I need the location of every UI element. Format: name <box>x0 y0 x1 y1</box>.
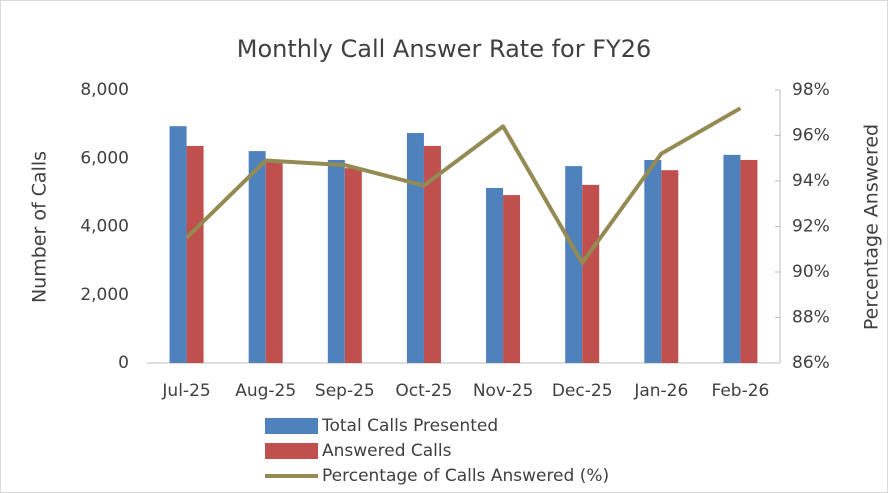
legend-swatch <box>265 418 318 434</box>
y2-tick-label: 90% <box>792 262 830 282</box>
legend-label: Answered Calls <box>322 441 452 461</box>
y2-tick-label: 88% <box>792 308 830 328</box>
bar <box>344 168 362 363</box>
legend-label: Percentage of Calls Answered (%) <box>322 466 609 486</box>
legend-swatch <box>265 443 318 459</box>
x-tick-label: Oct-25 <box>395 381 452 401</box>
x-tick-label: Nov-25 <box>473 381 534 401</box>
y-tick-label: 0 <box>118 353 129 373</box>
x-tick-label: Sep-25 <box>315 381 375 401</box>
bar <box>503 195 521 363</box>
y2-tick-label: 94% <box>792 171 830 191</box>
x-tick-label: Dec-25 <box>552 381 613 401</box>
line-series <box>185 106 742 265</box>
y-tick-label: 6,000 <box>80 148 129 168</box>
bar <box>644 159 662 363</box>
x-tick-label: Jul-25 <box>161 381 210 401</box>
y-tick-label: 8,000 <box>80 80 129 100</box>
bar <box>265 159 283 363</box>
bar <box>169 126 187 363</box>
y2-tick-label: 92% <box>792 217 830 237</box>
x-tick-label: Feb-26 <box>712 381 770 401</box>
bar <box>186 145 204 363</box>
legend-label: Total Calls Presented <box>321 416 498 436</box>
chart-title: Monthly Call Answer Rate for FY26 <box>237 35 651 63</box>
bar <box>486 187 504 363</box>
bar <box>723 154 741 363</box>
bar <box>565 166 583 363</box>
y-tick-label: 2,000 <box>80 285 129 305</box>
bar <box>740 159 758 363</box>
x-tick-label: Jan-26 <box>633 381 688 401</box>
bar <box>661 170 679 363</box>
bar <box>406 132 424 363</box>
y-axis-title: Number of Calls <box>29 151 51 303</box>
bar <box>248 151 266 363</box>
y2-tick-label: 98% <box>792 80 830 100</box>
y2-tick-label: 96% <box>792 126 830 146</box>
bar <box>582 184 600 363</box>
y2-axis-title: Percentage Answered <box>861 124 883 330</box>
y2-tick-label: 86% <box>792 353 830 373</box>
y-tick-label: 4,000 <box>80 217 129 237</box>
bar <box>423 145 441 363</box>
x-tick-label: Aug-25 <box>235 381 296 401</box>
bar <box>327 159 345 363</box>
